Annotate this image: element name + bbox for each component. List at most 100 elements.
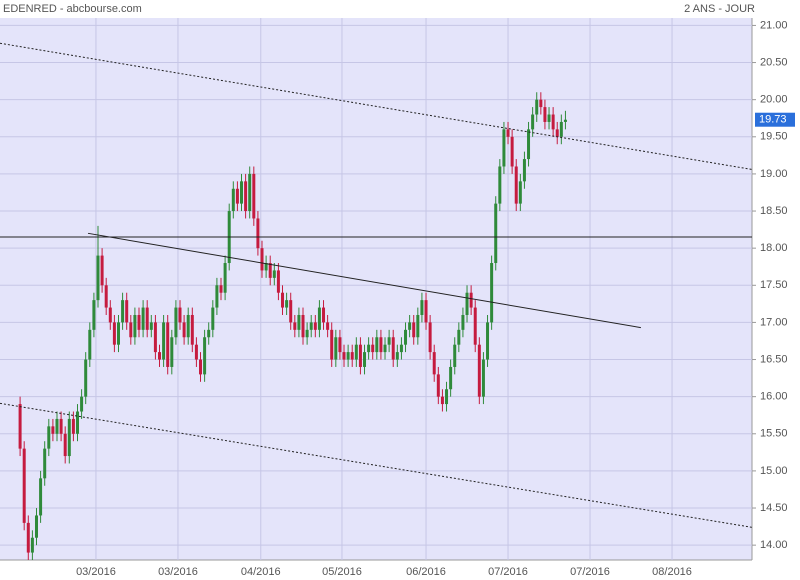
candle-body bbox=[330, 329, 334, 360]
candle-body bbox=[363, 352, 367, 367]
candle-body bbox=[260, 248, 264, 271]
candle-body bbox=[453, 344, 457, 367]
candle-body bbox=[268, 263, 272, 278]
y-tick-label: 20.50 bbox=[760, 56, 788, 68]
candle-body bbox=[490, 263, 494, 323]
chart-title: EDENRED - abcbourse.com bbox=[3, 3, 142, 15]
candle-body bbox=[203, 337, 207, 375]
candle-body bbox=[498, 166, 502, 204]
y-tick-label: 17.50 bbox=[760, 279, 788, 291]
candle-body bbox=[547, 114, 551, 122]
candle-body bbox=[170, 337, 174, 367]
candle-body bbox=[55, 418, 59, 434]
candle-body bbox=[445, 389, 449, 405]
candle-body bbox=[367, 344, 371, 353]
x-tick-label: 03/2016 bbox=[158, 566, 198, 578]
candle-body bbox=[404, 329, 408, 345]
candle-body bbox=[244, 181, 248, 212]
candle-body bbox=[92, 300, 96, 330]
candle-body bbox=[408, 322, 412, 330]
candle-body bbox=[211, 307, 215, 330]
candle-body bbox=[121, 300, 125, 323]
candle-body bbox=[293, 322, 297, 330]
x-tick-label: 04/2016 bbox=[241, 566, 281, 578]
candle-body bbox=[531, 114, 535, 130]
candle-body bbox=[334, 337, 338, 360]
candle-body bbox=[39, 478, 43, 516]
candle-body bbox=[18, 404, 22, 449]
last-price-label: 19.73 bbox=[759, 114, 787, 126]
candle-body bbox=[207, 329, 211, 338]
candle-body bbox=[416, 314, 420, 338]
candle-body bbox=[457, 329, 461, 345]
candle-body bbox=[461, 314, 465, 330]
candle-body bbox=[424, 300, 428, 323]
candle-body bbox=[34, 515, 38, 538]
candle-body bbox=[231, 188, 235, 212]
y-tick-label: 14.50 bbox=[760, 502, 788, 514]
candle-body bbox=[22, 448, 26, 523]
candle-body bbox=[256, 218, 260, 249]
y-tick-label: 15.00 bbox=[760, 465, 788, 477]
candle-body bbox=[137, 314, 141, 330]
candle-body bbox=[449, 366, 453, 390]
candle-body bbox=[297, 314, 301, 330]
candle-body bbox=[125, 300, 129, 323]
y-tick-label: 20.00 bbox=[760, 94, 788, 106]
y-tick-label: 21.00 bbox=[760, 19, 788, 31]
x-tick-label: 07/2016 bbox=[570, 566, 610, 578]
x-tick-label: 03/2016 bbox=[76, 566, 116, 578]
candle-body bbox=[477, 344, 481, 397]
candle-body bbox=[387, 337, 391, 345]
candle-body bbox=[129, 322, 133, 338]
x-tick-label: 08/2016 bbox=[652, 566, 692, 578]
candle-body bbox=[235, 188, 239, 204]
candle-body bbox=[133, 314, 137, 338]
candle-body bbox=[301, 314, 305, 338]
candle-body bbox=[563, 119, 567, 122]
candle-body bbox=[75, 411, 79, 434]
candle-body bbox=[551, 114, 555, 130]
candle-body bbox=[96, 255, 100, 301]
candle-body bbox=[47, 426, 51, 449]
candle-body bbox=[182, 322, 186, 338]
candle-body bbox=[272, 270, 276, 278]
candle-body bbox=[112, 322, 116, 345]
candle-body bbox=[100, 255, 104, 286]
y-tick-label: 15.50 bbox=[760, 428, 788, 440]
candle-body bbox=[317, 307, 321, 330]
x-tick-label: 05/2016 bbox=[322, 566, 362, 578]
candle-body bbox=[63, 433, 67, 457]
y-tick-label: 18.50 bbox=[760, 205, 788, 217]
candle-body bbox=[223, 263, 227, 293]
candle-body bbox=[473, 307, 477, 345]
candle-body bbox=[276, 270, 280, 293]
candle-body bbox=[80, 396, 84, 412]
candle-body bbox=[186, 314, 190, 338]
candle-body bbox=[494, 203, 498, 264]
candle-body bbox=[240, 181, 244, 204]
candle-body bbox=[285, 300, 289, 308]
candle-body bbox=[71, 418, 75, 434]
candle-body bbox=[514, 166, 518, 204]
x-tick-label: 07/2016 bbox=[488, 566, 528, 578]
candle-body bbox=[539, 99, 543, 108]
candle-body bbox=[145, 307, 149, 330]
candle-body bbox=[383, 344, 387, 353]
candle-body bbox=[465, 292, 469, 315]
candle-body bbox=[481, 359, 485, 397]
y-tick-label: 19.50 bbox=[760, 131, 788, 143]
candle-body bbox=[543, 107, 547, 122]
candle-body bbox=[346, 352, 350, 360]
candle-body bbox=[174, 307, 178, 338]
candle-body bbox=[219, 285, 223, 293]
candle-body bbox=[486, 322, 490, 360]
candle-body bbox=[178, 307, 182, 323]
candle-body bbox=[436, 374, 440, 397]
candle-body bbox=[412, 322, 416, 338]
candle-body bbox=[116, 322, 120, 345]
trend-line bbox=[0, 42, 753, 170]
candle-body bbox=[305, 329, 309, 338]
candle-body bbox=[354, 344, 358, 360]
